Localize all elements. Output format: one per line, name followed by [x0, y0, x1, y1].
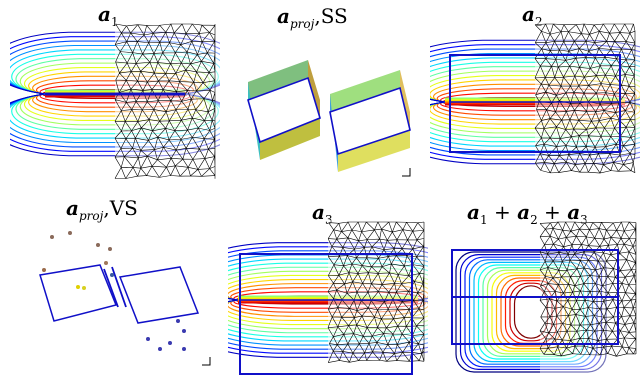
ss-right-right-wall [400, 70, 410, 130]
title-aproj-ss: aproj,SS [277, 4, 348, 31]
frame-a2 [449, 54, 621, 153]
vs-point [108, 247, 112, 251]
ss-left-front-wall [260, 118, 320, 160]
ss-left-right-wall [308, 60, 320, 118]
vs-plot [39, 231, 211, 366]
field-loops-sum [455, 251, 607, 373]
vs-point [96, 243, 100, 247]
panel-a1 [10, 22, 220, 194]
title-a1: a1 [98, 2, 119, 29]
vs-point [82, 286, 86, 290]
ss-left-back-wall [248, 60, 308, 100]
vs-point [182, 329, 186, 333]
vs-point [158, 347, 162, 351]
vs-left-rect [39, 264, 118, 322]
title-sum: a1 + a2 + a3 [467, 200, 588, 227]
ss-right-back-wall [330, 70, 400, 112]
field-plot-sum [451, 220, 640, 376]
panel-sum [440, 220, 640, 376]
frame-a3 [239, 253, 413, 375]
vs-right-rect [118, 266, 200, 324]
mesh-a2 [534, 23, 636, 174]
vs-point [76, 285, 80, 289]
vs-inner-line-2 [111, 266, 127, 308]
vs-point [168, 341, 172, 345]
field-plot-a1 [10, 22, 220, 194]
mesh-a1 [114, 23, 216, 179]
vs-point [110, 273, 114, 277]
vs-point [50, 235, 54, 239]
panel-aproj-ss [230, 30, 415, 190]
mesh-a3 [327, 221, 425, 363]
vs-point [68, 231, 72, 235]
ss-left-floor [247, 76, 321, 144]
vs-axis-mark [202, 357, 211, 366]
vs-point [176, 319, 180, 323]
vs-points [42, 231, 186, 351]
ss-right-front-wall [338, 130, 410, 172]
vs-inner-line-1 [103, 268, 119, 308]
ss-axis-mark [402, 168, 411, 177]
vs-point [146, 337, 150, 341]
vs-point [182, 347, 186, 351]
ss-plot [247, 60, 411, 177]
title-aproj-vs: aproj,VS [66, 196, 138, 223]
panel-a3 [228, 220, 428, 376]
vs-point [104, 261, 108, 265]
panel-a2 [430, 22, 640, 194]
vs-point [42, 268, 46, 272]
panel-aproj-vs [20, 225, 220, 375]
field-plot-a2 [430, 22, 640, 194]
ss-right-floor [329, 86, 411, 156]
field-plot-a3 [228, 220, 428, 376]
